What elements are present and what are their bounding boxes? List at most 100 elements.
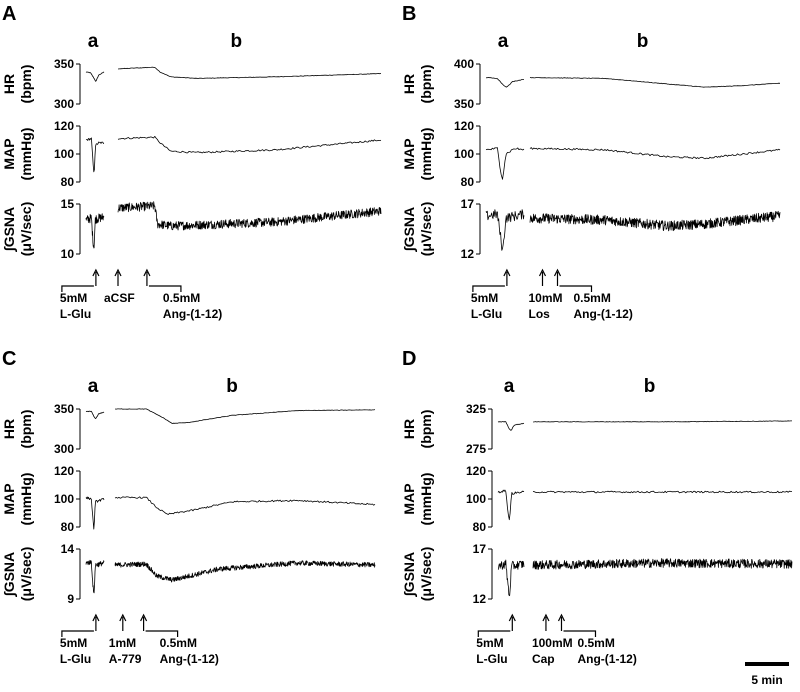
y-label-name: ∫GSNA [401,552,418,597]
row-hr: 325 275 HR (bpm) [401,402,792,456]
arrow-head [557,613,566,622]
arrow-head [503,268,511,277]
bracket [61,285,94,292]
panel-a: Aa b 350 300 HR (bpm) 120 100 80 MAP (mmHg) 15 10 ∫GS… [1,3,382,321]
arrow-head [508,613,516,622]
y-label-unit: (μV/sec) [418,547,434,601]
trace-b-hr [529,77,781,88]
y-tick-label: 100 [454,147,474,161]
y-label-name: HR [1,74,17,94]
trace-b-hr [532,420,792,423]
y-tick-label: 120 [466,464,486,478]
y-tick-label: 12 [461,247,475,261]
drug-label: A-779 [109,652,142,666]
y-tick-label: 10 [61,247,75,261]
drug-label: 0.5mM [163,291,200,305]
panel-letter: C [2,348,16,370]
section-label-a: a [88,31,99,52]
y-label-unit: (bpm) [18,410,34,449]
y-tick-label: 80 [61,520,75,534]
y-tick-label: 300 [54,442,74,456]
annotations: 5mM L-Glu 100mM Cap 0.5mM Ang-(1-12) [476,613,637,666]
drug-label: Ang-(1-12) [577,652,636,666]
drug-label: L-Glu [471,307,502,321]
panel-b: Ba b 400 350 HR (bpm) 120 100 80 MAP (mmHg) 17 12 ∫GS… [401,3,781,321]
y-tick-label: 12 [473,592,487,606]
trace-a-gsna [497,559,525,597]
y-tick-label: 100 [466,492,486,506]
y-label-unit: (bpm) [18,65,34,104]
y-label-name: HR [401,74,417,94]
drug-label: L-Glu [60,652,91,666]
row-hr: 350 300 HR (bpm) [1,57,382,111]
panel-letter: A [2,3,16,25]
trace-b-map [532,490,793,494]
row-hr: 350 300 HR (bpm) [1,402,376,456]
y-tick-label: 17 [473,542,487,556]
scale-bar-label: 5 min [751,673,782,687]
panel-letter: D [402,348,416,370]
trace-b-gsna [532,558,793,570]
y-tick-label: 325 [466,402,486,416]
y-tick-label: 80 [61,175,75,189]
trace-b-map [114,496,376,515]
drug-label: Cap [532,652,555,666]
y-tick-label: 120 [454,119,474,133]
bracket [145,630,179,637]
y-label-name: HR [401,419,417,439]
y-tick-label: 80 [461,175,475,189]
y-tick-label: 80 [473,520,487,534]
y-label-name: ∫GSNA [401,207,418,252]
row-hr: 400 350 HR (bpm) [401,57,781,111]
bracket [472,285,505,292]
y-label-unit: (mmHg) [18,473,34,526]
trace-b-hr [114,408,376,424]
y-label-unit: (μV/sec) [418,202,434,256]
arrow-head [92,613,100,622]
drug-label: Ang-(1-12) [574,307,633,321]
section-label-a: a [88,376,99,397]
trace-a-gsna [85,213,105,249]
drug-label: 1mM [109,636,136,650]
drug-label: 0.5mM [577,636,614,650]
row-gsna: 17 12 ∫GSNA (μV/sec) [401,542,793,606]
annotations: 5mM L-Glu 1mM A-779 0.5mM Ang-(1-12) [60,613,219,666]
y-label-unit: (mmHg) [418,128,434,181]
y-label-name: MAP [401,483,417,514]
y-tick-label: 300 [54,97,74,111]
y-label-unit: (bpm) [418,65,434,104]
drug-label: Los [529,307,551,321]
trace-b-hr [117,66,382,79]
drug-label: 5mM [471,291,498,305]
section-label-a: a [498,31,509,52]
y-tick-label: 9 [67,592,74,606]
section-label-a: a [504,376,515,397]
y-label-unit: (μV/sec) [18,547,34,601]
y-tick-label: 275 [466,442,486,456]
arrow-head [92,268,100,277]
bracket [563,630,597,637]
row-map: 120 100 80 MAP (mmHg) [401,119,781,189]
drug-label: Ang-(1-12) [163,307,222,321]
bracket [61,630,94,637]
panel-letter: B [402,3,416,25]
arrow-head [542,613,550,622]
y-tick-label: 400 [454,57,474,71]
y-tick-label: 17 [461,197,475,211]
y-tick-label: 15 [61,197,75,211]
bracket [477,630,511,637]
y-label-name: HR [1,419,17,439]
y-tick-label: 350 [54,402,74,416]
y-label-unit: (mmHg) [418,473,434,526]
y-tick-label: 350 [454,97,474,111]
row-map: 120 100 80 MAP (mmHg) [1,464,376,534]
arrow-head [119,613,127,622]
annotations: 5mM L-Glu 10mM Los 0.5mM Ang-(1-12) [471,268,633,321]
trace-a-hr [485,77,525,88]
arrow-head [553,268,562,277]
scale-bar: 5 min [745,662,789,687]
panel-d: Da b 325 275 HR (bpm) 120 100 80 MAP (mmHg) 17 12 ∫GS… [401,348,793,666]
trace-a-hr [497,421,525,431]
